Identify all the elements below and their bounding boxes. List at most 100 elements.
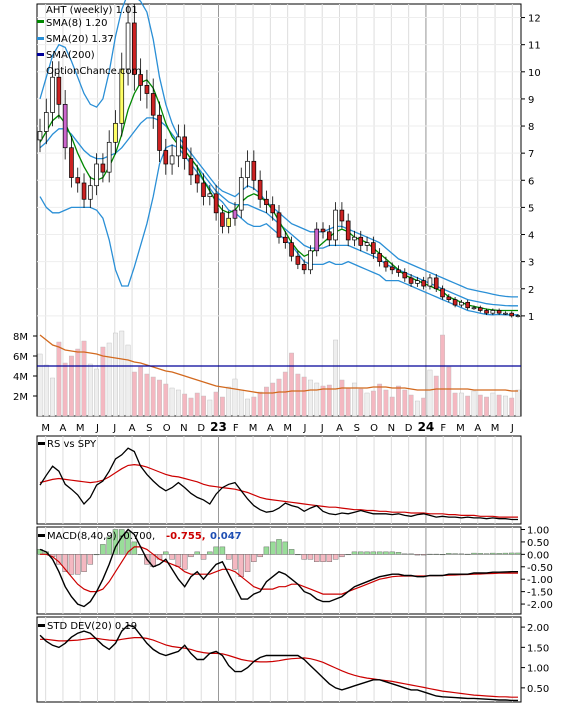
volume-bar [471, 390, 477, 417]
std-ytick-label: 1.50 [527, 643, 549, 654]
price-candle [427, 277, 433, 287]
price-candle [270, 204, 276, 214]
volume-bar [414, 400, 420, 417]
macd-hist-bar [464, 553, 471, 555]
price-ytick-label: 9 [528, 95, 534, 106]
volume-ytick-label: 4M [13, 372, 28, 383]
legend-sma8-swatch [37, 20, 44, 23]
macd-hist-bar [439, 554, 446, 556]
price-ytick-label: 5 [528, 203, 534, 214]
volume-bar [106, 342, 112, 417]
month-label: M [283, 423, 292, 434]
price-ytick-label: 11 [528, 41, 541, 52]
price-legend: AHT (weekly) 1.01 SMA(8) 1.20 SMA(20) 1.… [37, 5, 141, 77]
price-ytick-label: 4 [528, 231, 534, 242]
macd-hist-bar [100, 544, 106, 555]
macd-legend-signal: -0.755, [166, 531, 206, 542]
price-candle [251, 160, 257, 181]
macd-hist-bar [408, 553, 414, 555]
month-label: M [41, 423, 50, 434]
volume-bar [163, 383, 169, 417]
price-candle [201, 182, 206, 197]
price-candle [490, 310, 496, 314]
price-candle [421, 280, 426, 287]
price-candle [257, 179, 263, 200]
macd-hist-bar [395, 552, 402, 555]
price-candle [138, 74, 143, 86]
volume-bar [308, 379, 313, 417]
rs-legend: RS vs SPY [38, 439, 97, 450]
macd-ytick-label: 0.50 [527, 538, 549, 549]
volume-bar [87, 363, 93, 417]
volume-bar [219, 396, 225, 417]
macd-ytick-label: -2.00 [527, 600, 553, 611]
month-label: J [95, 423, 99, 434]
month-label: A [60, 423, 67, 434]
price-candle [220, 212, 225, 227]
price-ytick-label: 3 [528, 258, 534, 269]
volume-bar [427, 369, 433, 417]
macd-hist-bar [502, 552, 509, 555]
price-candle [264, 198, 269, 206]
price-candle [245, 160, 250, 178]
price-candle [289, 242, 294, 257]
volume-bar [75, 348, 81, 417]
std-legend-swatch [38, 624, 45, 627]
macd-hist-bar [496, 553, 502, 555]
std-legend: STD DEV(20) 0.19 [38, 621, 137, 632]
price-candle [100, 163, 106, 173]
volume-bar [232, 378, 238, 417]
volume-bar [131, 371, 137, 417]
price-candle [132, 22, 137, 75]
price-candle [37, 131, 43, 141]
price-candle [496, 310, 502, 314]
macd-hist-bar [188, 554, 194, 558]
price-candle [188, 158, 194, 176]
std-average-line [40, 637, 518, 698]
volume-bar [188, 397, 194, 417]
legend-sma20-swatch [37, 37, 44, 40]
legend-watermark: OptionChance.com [46, 66, 141, 77]
price-candle [226, 217, 231, 227]
month-label: M [456, 423, 465, 434]
macd-hist-bar [358, 551, 364, 555]
price-candle [238, 177, 244, 211]
month-label: J [112, 423, 116, 434]
volume-bar [496, 394, 502, 417]
macd-hist-bar [56, 554, 62, 565]
macd-hist-bar [125, 531, 131, 555]
price-candle [182, 136, 187, 159]
volume-bar [100, 346, 106, 417]
macd-hist-bar [106, 536, 112, 555]
price-candle [213, 193, 219, 214]
price-candle [88, 185, 93, 200]
price-candle [339, 209, 345, 222]
volume-bar [408, 394, 414, 417]
price-candle [408, 277, 414, 284]
legend-sma20: SMA(20) 1.37 [46, 34, 114, 45]
volume-bar [301, 376, 307, 417]
month-label: F [440, 423, 446, 434]
volume-bar [515, 389, 521, 417]
volume-bar [257, 391, 263, 417]
legend-sma8: SMA(8) 1.20 [46, 18, 107, 29]
rs-panel [36, 435, 522, 525]
macd-hist-bar [207, 551, 213, 555]
volume-bar [396, 385, 401, 417]
volume-bar [465, 395, 471, 417]
volume-bar [119, 330, 125, 417]
volume-bar [440, 334, 445, 417]
volume-bar [421, 397, 427, 417]
macd-hist-bar [351, 551, 358, 555]
std-frame [36, 616, 522, 703]
macd-hist-bar [181, 554, 188, 570]
volume-average-line [39, 334, 518, 394]
macd-hist-bar [508, 552, 515, 555]
volume-bar [383, 389, 389, 417]
price-candle [75, 177, 81, 184]
year-label: 23 [210, 420, 227, 434]
macd-panel: 1.00 0.500.00 -0.50-1.00 -1.50-2.00 [36, 525, 553, 615]
month-label: M [76, 423, 85, 434]
